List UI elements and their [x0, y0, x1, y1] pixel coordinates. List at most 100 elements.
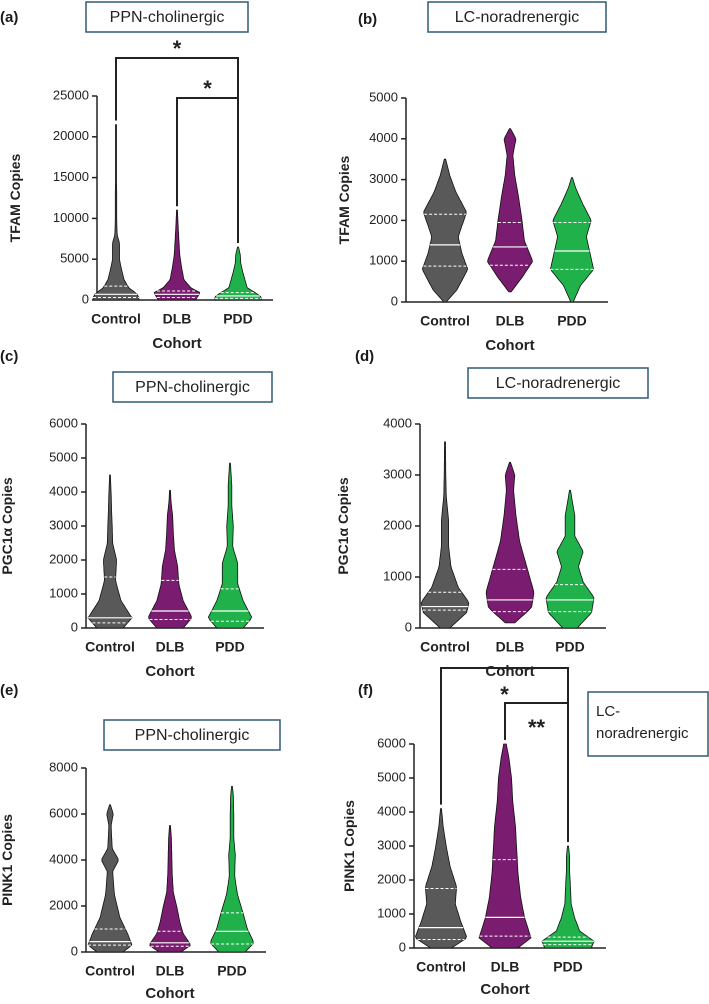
y-tick-label: 2000 — [377, 871, 406, 886]
y-tick-label: 4000 — [383, 415, 412, 430]
x-tick-label: PDD — [557, 313, 587, 329]
violin-pdd — [541, 845, 595, 949]
x-tick-label: PDD — [217, 963, 247, 979]
violin-body — [421, 158, 469, 303]
violin-dlb — [149, 825, 191, 953]
violin-dlb — [478, 743, 532, 949]
y-tick-label: 2000 — [49, 897, 78, 912]
x-tick-label: Control — [85, 963, 135, 979]
panel-f: (f) LC-noradrenergic 0 1000 2000 3000 4000 5000… — [341, 667, 709, 998]
y-tick-label: 4000 — [49, 483, 78, 498]
y-tick-label: 0 — [391, 293, 398, 308]
y-tick-label: 1000 — [369, 253, 398, 268]
violin-body — [478, 743, 532, 949]
y-tick-label: 2000 — [49, 551, 78, 566]
violin-dlb — [148, 489, 192, 629]
y-tick-label: 15000 — [53, 169, 89, 184]
panel-b: (b) LC-noradrenergic 0 1000 2000 3000 4000 5000… — [336, 1, 608, 354]
panel-a: (a) PPN-cholinergic 0 5000 10000 15000 20000 25… — [0, 1, 273, 352]
significance-marker: * — [173, 36, 182, 61]
x-axis-label: Cohort — [145, 985, 194, 999]
violin-control — [415, 808, 467, 949]
y-axis-label: PGC1α Copies — [335, 477, 351, 575]
x-axis-label: Cohort — [485, 663, 534, 680]
violin-body — [541, 845, 595, 949]
y-tick-label: 8000 — [49, 759, 78, 774]
y-tick-label: 2000 — [383, 517, 412, 532]
violin-pdd — [545, 489, 595, 629]
y-tick-label: 3000 — [369, 171, 398, 186]
panel-label: (b) — [358, 11, 377, 28]
y-axis-label: PINK1 Copies — [341, 800, 357, 892]
x-tick-label: Control — [416, 959, 466, 975]
violin-body — [210, 786, 254, 953]
panel-label: (c) — [0, 348, 18, 365]
y-tick-label: 4000 — [377, 803, 406, 818]
y-tick-label: 1000 — [377, 905, 406, 920]
violin-body — [87, 474, 133, 629]
violin-pdd — [210, 786, 254, 953]
x-tick-label: Control — [85, 639, 135, 655]
x-tick-label: DLB — [496, 313, 525, 329]
y-tick-label: 2000 — [369, 212, 398, 227]
violin-body — [550, 177, 594, 303]
x-tick-label: DLB — [496, 639, 525, 655]
y-tick-label: 3000 — [377, 837, 406, 852]
y-tick-label: 3000 — [49, 517, 78, 532]
y-tick-label: 4000 — [369, 130, 398, 145]
violin-control — [87, 804, 133, 953]
y-tick-label: 6000 — [49, 415, 78, 430]
x-tick-label: PDD — [215, 639, 245, 655]
y-tick-label: 0 — [71, 619, 78, 634]
violin-control — [421, 158, 469, 303]
region-title-box — [587, 691, 709, 757]
x-tick-label: Control — [420, 639, 470, 655]
significance-bracket: ** — [504, 702, 569, 842]
x-axis-label: Cohort — [145, 663, 194, 680]
x-axis-label: Cohort — [480, 981, 529, 998]
violin-body — [207, 462, 253, 629]
violin-body — [148, 489, 192, 629]
y-tick-label: 5000 — [377, 769, 406, 784]
violin-body — [420, 441, 470, 629]
y-tick-label: 0 — [399, 939, 406, 954]
violin-control — [92, 124, 140, 301]
region-title-box — [112, 371, 273, 403]
panel-label: (a) — [0, 9, 18, 26]
y-tick-label: 5000 — [369, 89, 398, 104]
panel-d: (d) LC-noradrenergic 0 1000 2000 3000 4000 PGC1… — [335, 348, 649, 680]
violin-body — [153, 209, 201, 301]
significance-marker: * — [203, 76, 212, 101]
x-tick-label: DLB — [156, 963, 185, 979]
significance-marker: ** — [528, 715, 546, 740]
region-title-box — [427, 1, 607, 33]
panel-label: (e) — [0, 682, 18, 699]
violin-body — [214, 246, 262, 301]
violin-body — [545, 489, 595, 629]
y-tick-label: 6000 — [49, 805, 78, 820]
violin-dlb — [153, 209, 201, 301]
region-title: PPN-cholinergic — [135, 727, 250, 744]
panel-e: (e) PPN-cholinergic 0 2000 4000 6000 8000 PINK1… — [0, 682, 281, 1002]
y-tick-label: 0 — [405, 619, 412, 634]
violin-body — [487, 128, 533, 293]
violin-body — [87, 804, 133, 953]
bracket-line — [504, 702, 569, 842]
violin-pdd — [207, 462, 253, 629]
y-tick-label: 25000 — [53, 87, 89, 102]
y-axis-label: TFAM Copies — [7, 153, 23, 242]
region-title: LC-noradrenergic — [455, 9, 580, 26]
y-tick-label: 5000 — [60, 251, 89, 266]
x-tick-label: Control — [420, 313, 470, 329]
panel-label: (d) — [355, 348, 374, 365]
x-tick-label: DLB — [491, 959, 520, 975]
region-title-box — [103, 719, 281, 751]
y-tick-label: 1000 — [49, 585, 78, 600]
significance-marker: * — [500, 682, 509, 707]
y-tick-label: 20000 — [53, 128, 89, 143]
x-tick-label: PDD — [553, 959, 583, 975]
y-tick-label: 6000 — [377, 735, 406, 750]
violin-control — [87, 474, 133, 629]
region-title-box — [467, 367, 649, 399]
